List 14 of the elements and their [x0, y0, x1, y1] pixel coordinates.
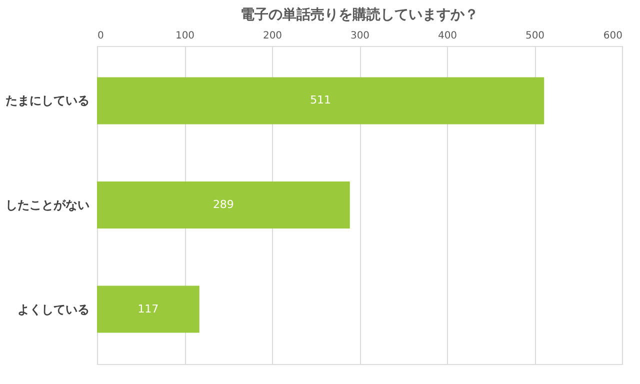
x-tick-label: 100 — [175, 30, 195, 42]
data-label: 289 — [212, 198, 234, 211]
x-tick-label: 300 — [350, 30, 370, 42]
x-tick-label: 200 — [262, 30, 282, 42]
x-tick-label: 0 — [98, 30, 104, 42]
data-label: 117 — [138, 302, 159, 316]
data-label: 511 — [310, 94, 332, 107]
x-tick-label: 400 — [438, 30, 458, 42]
chart-title: 電子の単話売りを購読していますか？ — [240, 6, 478, 23]
x-tick-label: 600 — [603, 30, 622, 42]
x-tick-label: 500 — [525, 30, 545, 42]
y-tick-label: たまにしている — [6, 94, 90, 108]
y-tick-label: よくしている — [18, 302, 90, 316]
y-tick-label: したことがない — [6, 198, 90, 212]
